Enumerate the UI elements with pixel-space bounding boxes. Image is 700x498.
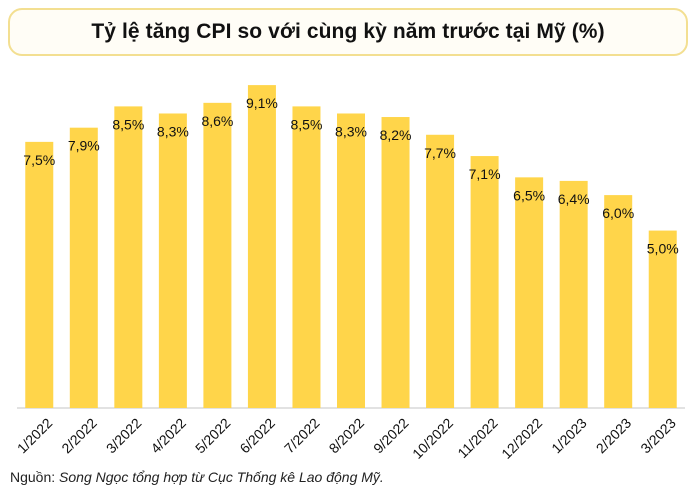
x-tick-label: 8/2022 <box>326 415 368 457</box>
bar-7-2022 <box>292 106 321 408</box>
bar-2-2022 <box>69 127 98 409</box>
data-label: 6,5% <box>513 187 545 203</box>
data-label: 8,5% <box>112 116 144 132</box>
x-tick-label: 10/2022 <box>409 415 456 462</box>
x-tick-label: 3/2022 <box>103 415 145 457</box>
x-tick-label: 1/2023 <box>548 415 590 457</box>
bar-4-2022 <box>158 113 187 408</box>
data-label: 6,4% <box>558 191 590 207</box>
bar-11-2022 <box>470 156 499 408</box>
bar-12-2022 <box>515 177 544 408</box>
bar-3-2022 <box>114 106 143 408</box>
data-label: 8,3% <box>157 123 189 139</box>
data-label: 8,5% <box>291 116 323 132</box>
x-tick-label: 6/2022 <box>236 415 278 457</box>
data-label: 8,2% <box>380 127 412 143</box>
bar-8-2022 <box>337 113 365 408</box>
data-label: 8,6% <box>201 113 233 129</box>
data-label: 7,9% <box>68 138 100 154</box>
x-tick-label: 9/2022 <box>370 415 412 457</box>
x-tick-label: 11/2022 <box>454 415 501 462</box>
bar-1-2022 <box>25 141 54 408</box>
bar-6-2022 <box>247 85 276 408</box>
data-label: 7,7% <box>424 145 456 161</box>
data-label: 7,5% <box>23 152 55 168</box>
source-note: Nguồn: Song Ngọc tổng hợp từ Cục Thống k… <box>10 469 384 485</box>
x-tick-label: 12/2022 <box>498 415 545 462</box>
bar-5-2022 <box>203 102 232 408</box>
data-label: 6,0% <box>602 205 634 221</box>
bar-3-2023 <box>648 230 677 408</box>
source-text: Song Ngọc tổng hợp từ Cục Thống kê Lao đ… <box>59 469 384 485</box>
bar-1-2023 <box>559 180 588 408</box>
x-tick-label: 1/2022 <box>14 415 56 457</box>
chart-title-box: Tỷ lệ tăng CPI so với cùng kỳ năm trước … <box>8 8 688 56</box>
bar-9-2022 <box>381 117 410 408</box>
data-label: 8,3% <box>335 123 367 139</box>
x-tick-label: 3/2023 <box>637 415 679 457</box>
chart-title: Tỷ lệ tăng CPI so với cùng kỳ năm trước … <box>91 20 605 43</box>
data-label: 7,1% <box>469 166 501 182</box>
x-tick-label: 7/2022 <box>281 415 323 457</box>
x-tick-label: 4/2022 <box>147 415 189 457</box>
x-tick-label: 2/2023 <box>593 415 635 457</box>
bar-10-2022 <box>426 134 455 408</box>
data-label: 5,0% <box>647 241 679 257</box>
source-label: Nguồn: <box>10 469 56 485</box>
data-label: 9,1% <box>246 95 278 111</box>
bar-2-2023 <box>604 195 633 408</box>
x-tick-label: 5/2022 <box>192 415 234 457</box>
x-tick-label: 2/2022 <box>58 415 100 457</box>
